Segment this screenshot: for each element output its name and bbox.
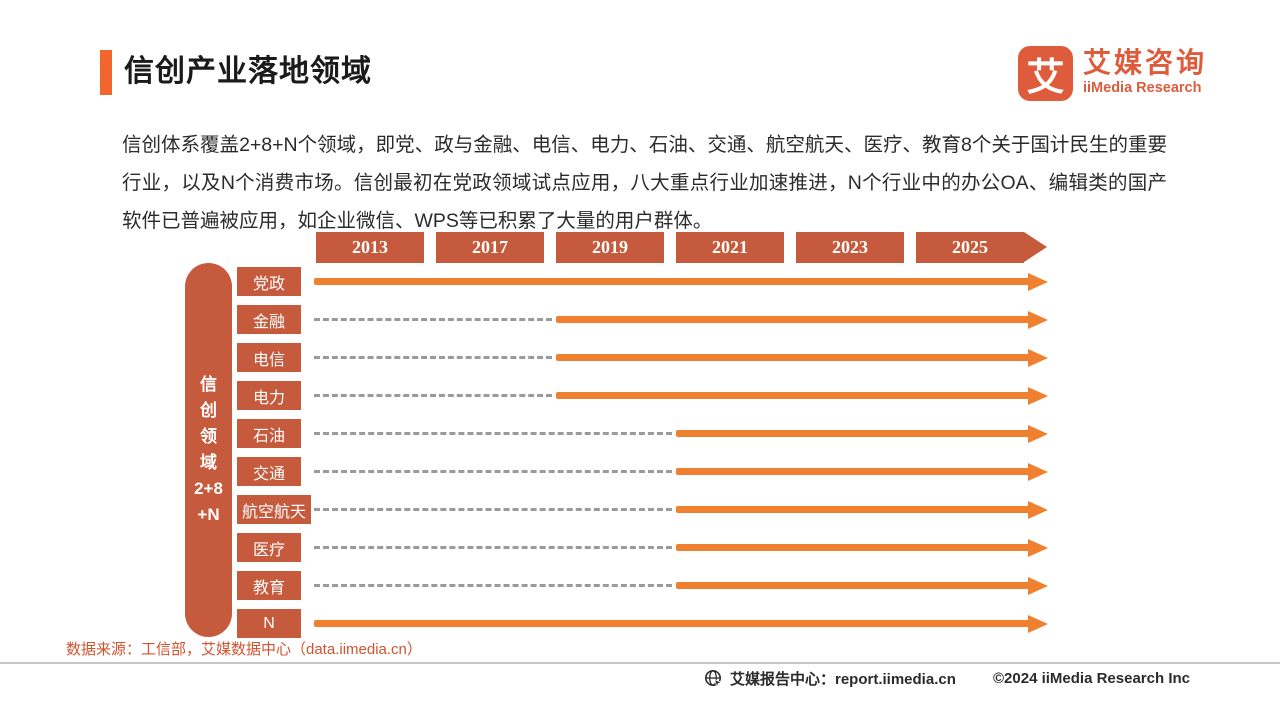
row-label-航空航天: 航空航天: [237, 495, 311, 524]
axis-group-label: 信创领域 2+8 +N: [185, 263, 232, 637]
row-label-金融: 金融: [237, 305, 301, 334]
row-arrow-head: [1028, 614, 1048, 633]
row-arrow-head: [1028, 348, 1048, 367]
logo-text: 艾媒咨询 iiMedia Research: [1083, 46, 1207, 97]
row-arrow-head: [1028, 386, 1048, 405]
row-dash-line: [314, 508, 672, 511]
row-arrow-bar: [676, 468, 1030, 475]
row-arrow-bar: [676, 582, 1030, 589]
row-arrow-bar: [314, 620, 1030, 627]
row-arrow-head: [1028, 272, 1048, 291]
axis-label-line: 2+8: [194, 479, 223, 498]
axis-label-line: 信: [200, 375, 217, 394]
row-arrow-head: [1028, 310, 1048, 329]
row-dash-line: [314, 470, 672, 473]
logo-icon: 艾: [1018, 46, 1073, 101]
axis-label-line: 域: [200, 453, 217, 472]
row-arrow-head: [1028, 538, 1048, 557]
row-label-电力: 电力: [237, 381, 301, 410]
row-arrow-bar: [676, 544, 1030, 551]
row-arrow-head: [1028, 462, 1048, 481]
row-label-党政: 党政: [237, 267, 301, 296]
axis-label-line: +N: [197, 505, 220, 524]
row-dash-line: [314, 394, 552, 397]
row-arrow-bar: [676, 430, 1030, 437]
globe-cursor-icon: [705, 670, 723, 688]
row-dash-line: [314, 432, 672, 435]
row-label-交通: 交通: [237, 457, 301, 486]
copyright-text: ©2024 iiMedia Research Inc: [993, 670, 1190, 687]
row-label-医疗: 医疗: [237, 533, 301, 562]
footer-report-center: 艾媒报告中心：report.iimedia.cn: [704, 668, 956, 689]
title-accent-bar: [100, 50, 112, 95]
row-arrow-bar: [556, 354, 1030, 361]
logo-name: 艾媒咨询: [1083, 47, 1208, 78]
row-label-N: N: [237, 609, 301, 638]
row-dash-line: [314, 584, 672, 587]
row-arrow-bar: [556, 316, 1030, 323]
axis-label-line: 创: [200, 401, 217, 420]
brand-logo: 艾 艾媒咨询 iiMedia Research: [1018, 46, 1207, 101]
data-source-note: 数据来源：工信部，艾媒数据中心（data.iimedia.cn）: [66, 641, 422, 658]
row-label-教育: 教育: [237, 571, 301, 600]
row-arrow-head: [1028, 500, 1048, 519]
row-arrow-head: [1028, 424, 1048, 443]
footer-divider: [0, 662, 1280, 664]
row-dash-line: [314, 318, 552, 321]
page-title: 信创产业落地领域: [124, 55, 372, 88]
row-arrow-head: [1028, 576, 1048, 595]
row-arrow-bar: [314, 278, 1030, 285]
intro-paragraph: 信创体系覆盖2+8+N个领域，即党、政与金融、电信、电力、石油、交通、航空航天、…: [122, 134, 1167, 232]
axis-label-line: 领: [200, 427, 217, 446]
report-center-link[interactable]: 艾媒报告中心：report.iimedia.cn: [730, 671, 956, 688]
logo-subtitle: iiMedia Research: [1083, 80, 1202, 96]
row-arrow-bar: [676, 506, 1030, 513]
row-label-电信: 电信: [237, 343, 301, 372]
row-label-石油: 石油: [237, 419, 301, 448]
row-dash-line: [314, 546, 672, 549]
row-dash-line: [314, 356, 552, 359]
row-arrow-bar: [556, 392, 1030, 399]
